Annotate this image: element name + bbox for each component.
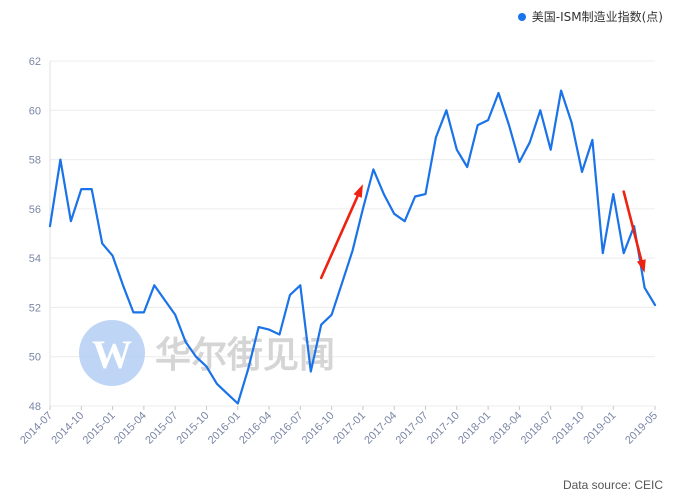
y-tick-label: 62 bbox=[29, 56, 41, 68]
x-tick-label: 2018-01 bbox=[456, 410, 493, 447]
series-layer bbox=[48, 89, 657, 405]
x-tick-label: 2016-04 bbox=[237, 410, 274, 447]
watermark-logo bbox=[79, 320, 145, 386]
x-tick-label: 2016-10 bbox=[300, 410, 337, 447]
x-tick-label: 2015-01 bbox=[81, 410, 118, 447]
annotations-layer bbox=[319, 184, 646, 280]
x-tick-label: 2019-05 bbox=[623, 410, 660, 447]
annotation-arrow-shaft bbox=[319, 194, 359, 280]
annotation-arrow-head bbox=[353, 184, 363, 198]
series-line-ism bbox=[48, 89, 657, 405]
x-tick-label: 2016-01 bbox=[206, 410, 243, 447]
y-tick-label: 52 bbox=[29, 302, 41, 314]
annotation-arrow-head bbox=[636, 259, 646, 273]
annotation-arrow-shaft bbox=[622, 190, 643, 262]
y-tick-label: 54 bbox=[29, 253, 41, 265]
x-tick-label: 2018-10 bbox=[550, 410, 587, 447]
x-tick-label: 2018-04 bbox=[487, 410, 524, 447]
x-tick-label: 2019-01 bbox=[581, 410, 618, 447]
watermark-logo-letter: W bbox=[92, 332, 132, 377]
y-tick-label: 56 bbox=[29, 204, 41, 216]
data-source: Data source: CEIC bbox=[562, 478, 663, 492]
watermark: W 华尔街见闻 bbox=[79, 320, 335, 386]
x-axis: 2014-072014-102015-012015-042015-072015-… bbox=[18, 406, 660, 447]
x-tick-label: 2014-10 bbox=[49, 410, 86, 447]
x-tick-label: 2017-10 bbox=[425, 410, 462, 447]
x-tick-label: 2015-10 bbox=[175, 410, 212, 447]
y-tick-label: 48 bbox=[29, 401, 41, 413]
x-tick-label: 2017-04 bbox=[362, 410, 399, 447]
x-tick-label: 2017-07 bbox=[394, 410, 431, 447]
legend-label: 美国-ISM制造业指数(点) bbox=[531, 10, 663, 24]
legend-marker bbox=[517, 12, 526, 21]
y-tick-label: 58 bbox=[29, 155, 41, 167]
x-tick-label: 2017-01 bbox=[331, 410, 368, 447]
x-tick-label: 2015-04 bbox=[112, 410, 149, 447]
y-axis: 48 50 52 54 56 58 60 62 bbox=[29, 56, 51, 413]
x-tick-label: 2016-07 bbox=[268, 410, 305, 447]
x-tick-label: 2014-07 bbox=[18, 410, 55, 447]
y-tick-label: 60 bbox=[29, 105, 41, 117]
x-tick-label: 2018-07 bbox=[519, 410, 556, 447]
y-tick-label: 50 bbox=[29, 352, 41, 364]
grid-lines bbox=[50, 60, 655, 407]
x-tick-label: 2015-07 bbox=[143, 410, 180, 447]
legend[interactable]: 美国-ISM制造业指数(点) bbox=[517, 8, 663, 25]
